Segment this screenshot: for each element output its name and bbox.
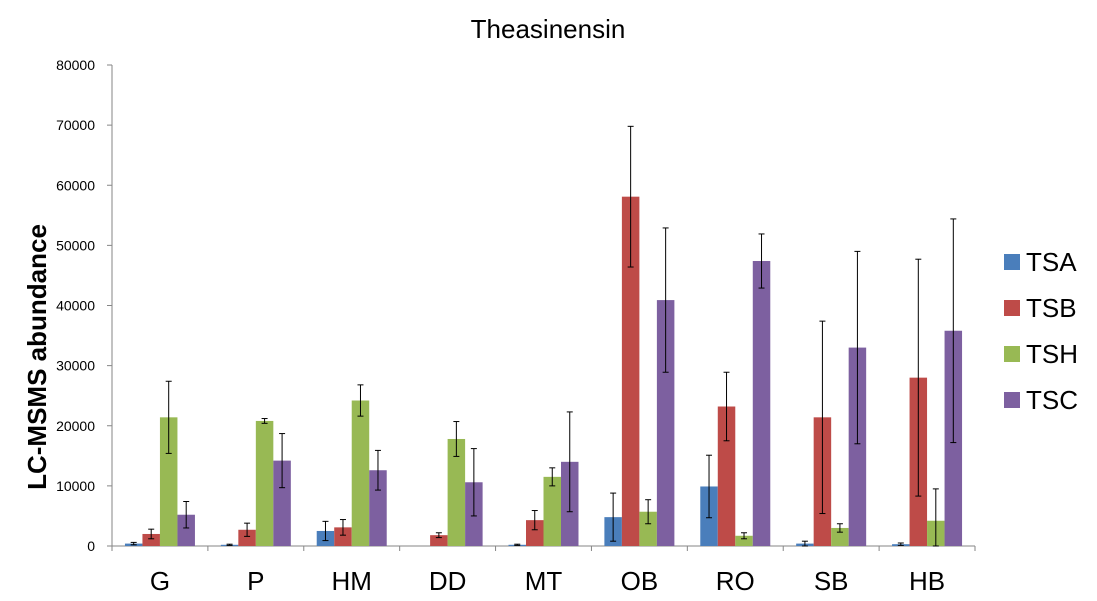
bar [369, 470, 387, 546]
legend-swatch [1004, 392, 1020, 408]
bar [273, 460, 291, 546]
y-tick-label: 80000 [56, 57, 95, 73]
y-tick-label: 70000 [56, 117, 95, 133]
bar [543, 476, 561, 546]
y-axis-label: LC-MSMS abundance [22, 224, 52, 490]
x-tick-label: RO [716, 566, 755, 596]
y-tick-label: 40000 [56, 298, 95, 314]
bar [526, 520, 544, 546]
y-tick-label: 30000 [56, 358, 95, 374]
x-tick-label: HM [332, 566, 372, 596]
bar [621, 196, 640, 546]
legend-label: TSH [1026, 339, 1078, 369]
bar [159, 417, 178, 546]
y-tick-label: 60000 [56, 177, 95, 193]
x-tick-label: P [247, 566, 264, 596]
bar [238, 529, 256, 546]
y-tick-label: 20000 [56, 418, 95, 434]
y-tick-labels: 0 10000 20000 30000 40000 50000 60000 70000 8000… [56, 57, 95, 554]
bar [717, 406, 736, 546]
bar [142, 533, 160, 546]
x-tick-label: G [150, 566, 170, 596]
chart-title: Theasinensin [471, 14, 626, 44]
legend-swatch [1004, 300, 1020, 316]
bars-group [124, 196, 963, 546]
x-tick-labels: G P HM DD MT OB RO SB HB [150, 566, 945, 596]
bar [752, 261, 771, 546]
bar [430, 535, 448, 546]
legend-label: TSC [1026, 385, 1078, 415]
y-tick-label: 10000 [56, 478, 95, 494]
legend: TSA TSB TSH TSC [1004, 247, 1078, 415]
bar [848, 347, 867, 546]
bar [656, 300, 675, 546]
axes [107, 64, 976, 551]
x-tick-label: MT [525, 566, 563, 596]
legend-label: TSA [1026, 247, 1077, 277]
x-tick-label: SB [814, 566, 849, 596]
legend-swatch [1004, 346, 1020, 362]
bar [831, 527, 849, 546]
x-tick-label: HB [909, 566, 945, 596]
bar [255, 420, 274, 546]
bar [351, 400, 370, 546]
bar [177, 514, 195, 546]
y-tick-label: 0 [87, 538, 95, 554]
bar [735, 535, 753, 546]
legend-swatch [1004, 254, 1020, 270]
x-tick-label: OB [621, 566, 659, 596]
legend-label: TSB [1026, 293, 1077, 323]
bar [447, 438, 466, 546]
y-tick-label: 50000 [56, 237, 95, 253]
bar [334, 527, 352, 546]
bar [639, 511, 657, 546]
x-tick-label: DD [429, 566, 467, 596]
error-bars-group [130, 125, 957, 547]
